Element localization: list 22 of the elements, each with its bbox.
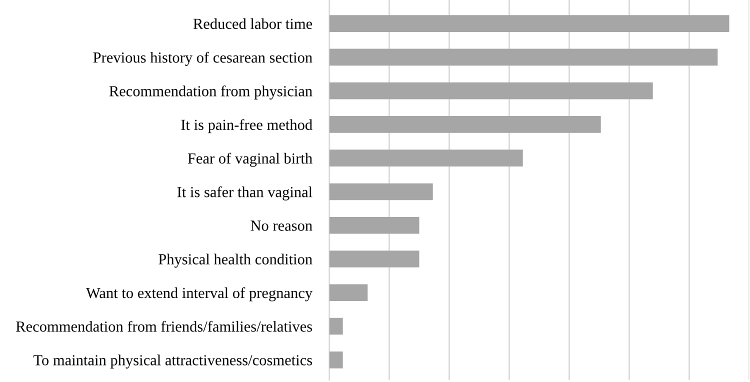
bar	[329, 82, 653, 100]
y-tick-label: Reduced labor time	[193, 18, 312, 29]
bar	[329, 116, 601, 133]
bar	[329, 48, 718, 66]
y-tick-label: No reason	[250, 220, 312, 231]
y-tick-label: To maintain physical attractiveness/cosmetics	[33, 354, 312, 369]
y-tick-label: It is safer than vaginal	[177, 186, 312, 200]
bar	[329, 352, 343, 368]
bar	[329, 284, 368, 302]
bar	[329, 15, 730, 32]
y-tick-label: It is pain-free method	[181, 119, 312, 134]
y-tick-label: Physical health condition	[158, 254, 312, 268]
y-tick-label: Recommendation from friends/families/relatives	[16, 320, 312, 332]
y-tick-label: Want to extend interval of pregnancy	[86, 287, 313, 302]
bar	[329, 150, 523, 166]
y-tick-label: Previous history of cesarean section	[93, 52, 312, 66]
bar	[329, 183, 433, 200]
y-tick-label: Fear of vaginal birth	[188, 152, 312, 167]
y-tick-label: Recommendation from physician	[109, 85, 312, 100]
bar	[329, 216, 420, 234]
bar	[329, 250, 420, 268]
bar	[329, 318, 343, 335]
